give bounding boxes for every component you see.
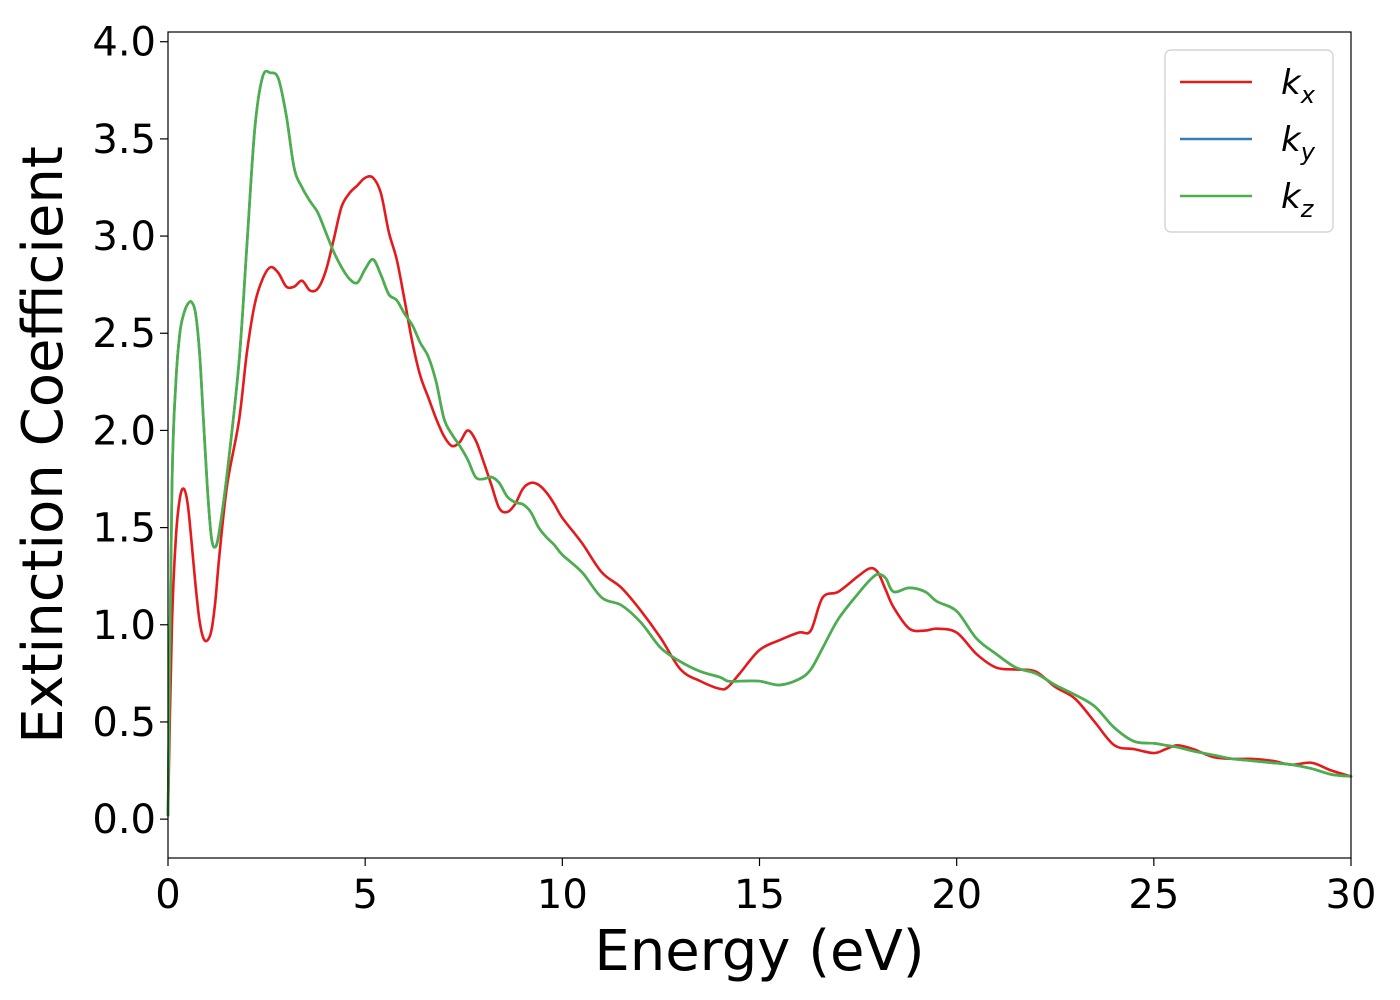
y-tick-label: 4.0: [92, 20, 156, 66]
x-axis: 0 5 10 15 20 25 30: [155, 858, 1376, 918]
y-axis-title: Extinction Coefficient: [11, 146, 76, 744]
series-layer: [166, 69, 1353, 817]
y-tick-label: 1.5: [92, 506, 156, 552]
y-tick-label: 1.0: [92, 603, 156, 649]
legend-label-z: kz: [1281, 177, 1315, 223]
y-tick-label: 0.5: [92, 700, 156, 746]
y-tick-label: 2.5: [92, 311, 156, 357]
y-axis: 0.0 0.5 1.0 1.5 2.0 2.5 3.0 3.5 4.0: [92, 20, 168, 843]
x-axis-title: Energy (eV): [594, 919, 924, 984]
series-line-x: [166, 174, 1353, 817]
legend-label-x: kx: [1281, 63, 1316, 109]
legend: kx ky kz: [1164, 49, 1334, 233]
y-tick-label: 0.0: [92, 797, 156, 843]
x-tick-label: 0: [155, 872, 180, 918]
x-tick-label: 25: [1128, 872, 1179, 918]
series-line-z: [166, 69, 1353, 817]
x-tick-label: 15: [734, 872, 785, 918]
y-tick-label: 2.0: [92, 408, 156, 454]
x-tick-label: 20: [931, 872, 982, 918]
x-tick-label: 30: [1326, 872, 1377, 918]
y-tick-label: 3.5: [92, 117, 156, 163]
y-tick-label: 3.0: [92, 214, 156, 260]
x-tick-label: 10: [537, 872, 588, 918]
x-tick-label: 5: [352, 872, 377, 918]
legend-label-y: ky: [1281, 120, 1316, 166]
plot-area: [168, 32, 1351, 858]
legend-box: [1164, 49, 1334, 233]
